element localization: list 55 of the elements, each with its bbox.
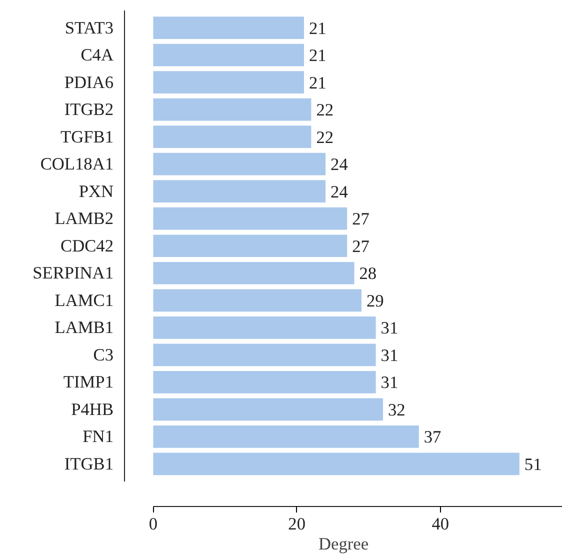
y-tick-label: TIMP1 <box>63 372 114 392</box>
x-tick-label: 20 <box>288 514 306 534</box>
y-tick-label: LAMC1 <box>54 290 114 310</box>
bar <box>153 207 348 230</box>
y-tick-label: LAMB1 <box>54 318 114 338</box>
bar <box>153 44 304 66</box>
data-label: 27 <box>352 236 370 256</box>
x-axis-title: Degree <box>318 534 369 554</box>
bar <box>153 71 304 94</box>
bar <box>153 262 354 284</box>
data-label: 51 <box>524 454 542 474</box>
data-label: 31 <box>380 318 398 338</box>
data-label: 21 <box>309 73 326 92</box>
data-label: 28 <box>359 264 377 284</box>
data-label: 22 <box>316 100 334 120</box>
bar <box>153 452 520 476</box>
data-label: 31 <box>380 346 398 365</box>
bar <box>153 344 376 366</box>
y-tick-label: COL18A1 <box>40 154 114 174</box>
data-label: 22 <box>316 128 334 147</box>
bar <box>153 398 383 421</box>
data-label: 32 <box>388 400 406 420</box>
data-label: 21 <box>309 18 326 38</box>
y-tick-label: CDC42 <box>60 236 114 256</box>
data-label: 37 <box>424 428 442 447</box>
bar <box>153 126 312 148</box>
bar <box>153 426 419 448</box>
y-tick-label: C4A <box>80 46 114 65</box>
y-tick-label: TGFB1 <box>60 127 114 146</box>
bar <box>153 16 304 39</box>
bar <box>153 316 376 339</box>
data-label: 29 <box>366 291 384 310</box>
bar <box>153 152 326 176</box>
bar <box>153 234 348 258</box>
y-tick-label: PDIA6 <box>64 72 114 92</box>
y-tick-label: LAMB2 <box>54 209 114 228</box>
bar <box>153 289 362 312</box>
x-tick-label: 0 <box>148 514 158 534</box>
y-tick-label: STAT3 <box>64 18 114 38</box>
data-label: 21 <box>309 46 326 66</box>
data-label: 24 <box>330 182 348 202</box>
data-label: 24 <box>330 155 348 174</box>
data-label: 31 <box>380 373 398 392</box>
y-tick-label: ITGB1 <box>64 454 114 474</box>
y-tick-label: FN1 <box>82 427 114 446</box>
y-tick-label: P4HB <box>71 400 114 419</box>
y-tick-label: ITGB2 <box>64 100 114 120</box>
y-tick-label: C3 <box>93 345 114 364</box>
bar <box>153 180 326 203</box>
bar <box>153 371 376 394</box>
x-tick-label: 40 <box>432 514 450 534</box>
data-label: 27 <box>352 210 370 229</box>
y-tick-label: SERPINA1 <box>32 264 114 283</box>
y-tick-label: PXN <box>78 182 114 201</box>
bar <box>153 98 312 121</box>
